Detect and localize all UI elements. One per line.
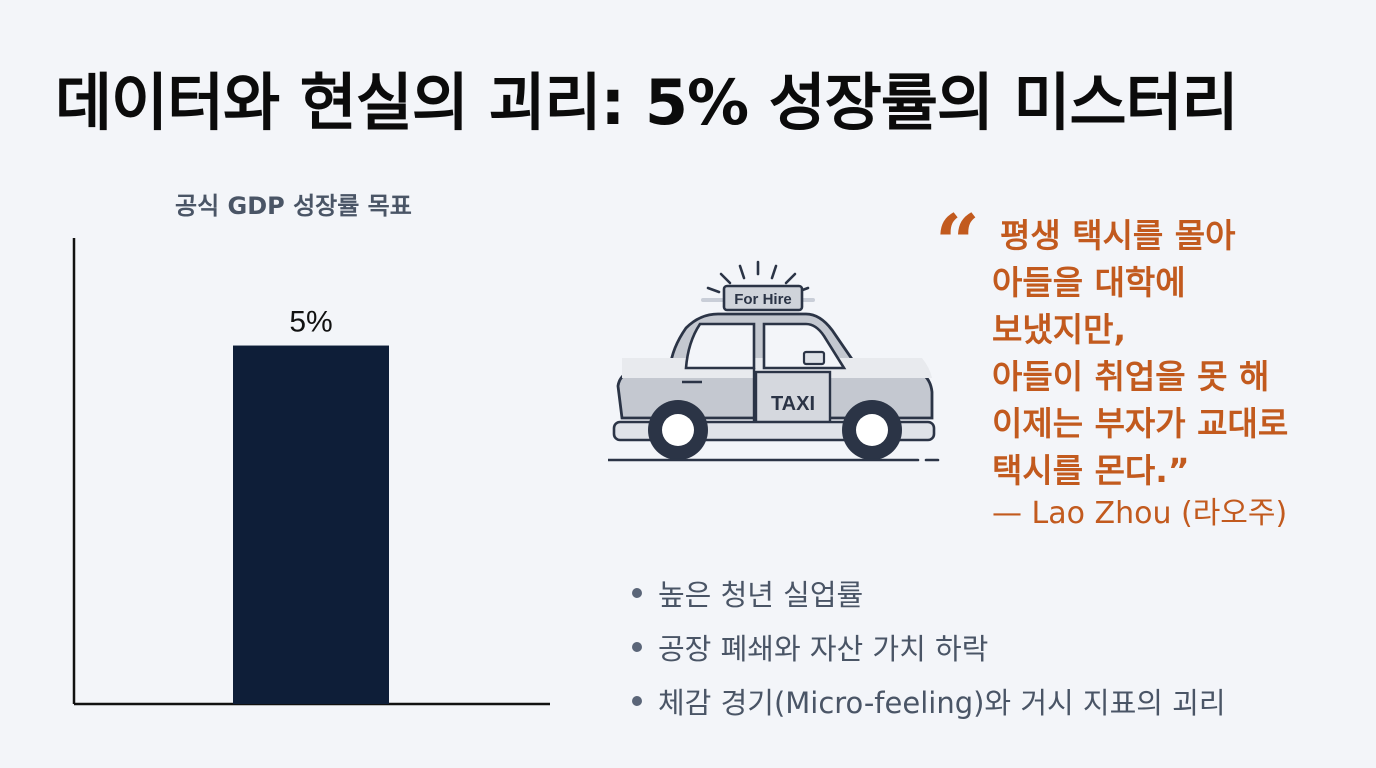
quote-line: 아들을 대학에 — [992, 263, 1186, 302]
page-title: 데이터와 현실의 괴리: 5% 성장률의 미스터리 — [55, 66, 1239, 139]
list-item: 높은 청년 실업률 — [632, 566, 1226, 620]
bullet-icon — [632, 642, 642, 652]
quote-line: 택시를 몬다.” — [992, 451, 1190, 490]
quote-line: 보냈지만, — [992, 310, 1126, 349]
list-item: 체감 경기(Micro-feeling)와 거시 지표의 괴리 — [632, 674, 1226, 728]
quote-line: 평생 택시를 몰아 — [1000, 216, 1236, 255]
quote-mark-icon: “ — [935, 198, 980, 289]
quote-text: 평생 택시를 몰아 아들을 대학에 보냈지만, 아들이 취업을 못 해 이제는 … — [992, 212, 1288, 494]
list-item-text: 체감 경기(Micro-feeling)와 거시 지표의 괴리 — [658, 686, 1226, 720]
bar-value-label: 5% — [289, 306, 332, 339]
roof-sign-label: For Hire — [734, 291, 792, 308]
chart-title: 공식 GDP 성장률 목표 — [175, 192, 412, 220]
bar — [233, 345, 389, 704]
bullet-icon — [632, 588, 642, 598]
taxi-icon: For Hire TAXI — [608, 260, 940, 462]
taxi-door-label: TAXI — [771, 393, 815, 415]
quote-line: 이제는 부자가 교대로 — [992, 404, 1289, 443]
bullet-icon — [632, 696, 642, 706]
quote-attribution: — Lao Zhou (라오주) — [992, 496, 1288, 531]
gdp-bar-chart: 5% — [72, 238, 550, 706]
roof-sign — [722, 284, 804, 312]
quote-line: 아들이 취업을 못 해 — [992, 357, 1270, 396]
bullet-list: 높은 청년 실업률 공장 폐쇄와 자산 가치 하락 체감 경기(Micro-fe… — [632, 566, 1226, 728]
list-item-text: 높은 청년 실업률 — [658, 578, 864, 612]
list-item: 공장 폐쇄와 자산 가치 하락 — [632, 620, 1226, 674]
list-item-text: 공장 폐쇄와 자산 가치 하락 — [658, 632, 989, 666]
